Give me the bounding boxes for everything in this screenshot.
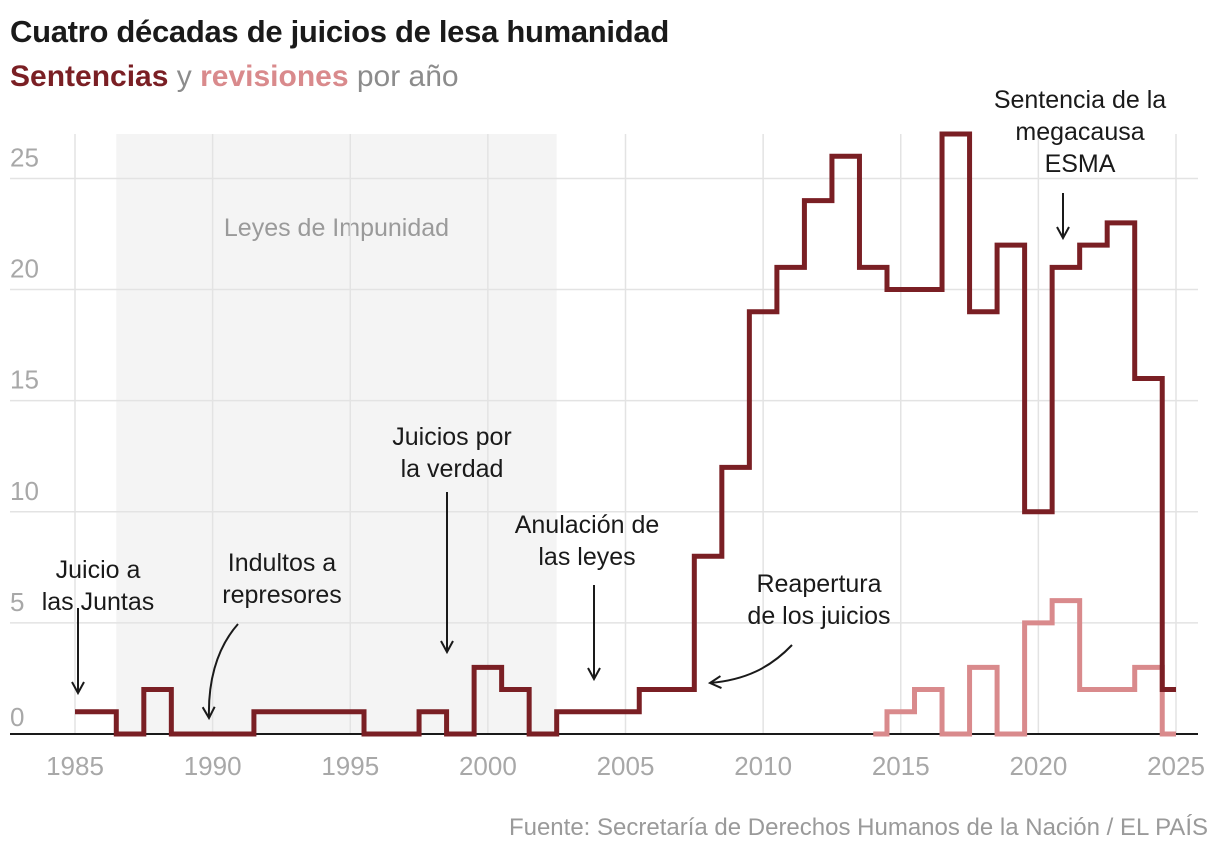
annotation-line: las Juntas [42, 588, 155, 616]
annotation-indultos: Indultos a represores [222, 549, 342, 609]
shaded-region-leyes-de-impunidad [116, 134, 557, 734]
annotation-line: Indultos a [228, 549, 337, 577]
annotation-juicios-por-la-verdad: Juicios por la verdad [392, 423, 512, 483]
annotation-juicio-a-las-juntas: Juicio a las Juntas [42, 556, 155, 616]
annotation-line: Sentencia de la [994, 86, 1166, 114]
subtitle-sentencias: Sentencias [10, 60, 169, 93]
annotation-anulacion-de-las-leyes: Anulación de las leyes [515, 511, 660, 571]
source-note: Fuente: Secretaría de Derechos Humanos d… [508, 814, 1208, 841]
annotation-megacausa-esma: Sentencia de la megacausa ESMA [994, 86, 1166, 178]
annotation-line: represores [222, 581, 342, 609]
annotation-line: la verdad [401, 455, 504, 483]
y-tick-label: 0 [10, 702, 24, 732]
annotation-line: ESMA [1045, 150, 1116, 178]
chart-subtitle: Sentencias y revisiones por año [10, 60, 459, 94]
x-tick-label: 2025 [1147, 751, 1205, 781]
annotation-line: megacausa [1015, 118, 1144, 146]
y-tick-label: 25 [10, 142, 39, 172]
subtitle-connector: y [168, 60, 201, 93]
series-line-revisiones [873, 598, 1176, 737]
annotation-line: Juicio a [56, 556, 141, 584]
series-line-sentencias [75, 131, 1176, 737]
x-tick-label: 1990 [184, 751, 242, 781]
y-tick-label: 20 [10, 254, 39, 284]
x-tick-label: 2005 [597, 751, 655, 781]
y-tick-label: 10 [10, 476, 39, 506]
annotation-line: Anulación de [515, 511, 660, 539]
x-tick-label: 2000 [459, 751, 517, 781]
annotation-line: Juicios por [392, 423, 512, 451]
subtitle-suffix: por año [348, 60, 459, 93]
y-tick-label: 5 [10, 587, 24, 617]
annotation-arrow [707, 644, 793, 689]
annotation-line: Reapertura [756, 570, 881, 598]
x-tick-label: 2020 [1009, 751, 1067, 781]
x-tick-label: 2010 [734, 751, 792, 781]
x-tick-label: 2015 [872, 751, 930, 781]
subtitle-revisiones: revisiones [200, 60, 349, 93]
annotation-reapertura: Reapertura de los juicios [747, 570, 890, 630]
y-tick-label: 15 [10, 365, 39, 395]
x-tick-label: 1985 [46, 751, 104, 781]
shaded-region-label: Leyes de Impunidad [224, 214, 449, 242]
x-tick-label: 1995 [321, 751, 379, 781]
annotation-line: de los juicios [747, 602, 890, 630]
annotation-line: las leyes [538, 543, 635, 571]
annotation-arrow [201, 623, 239, 721]
chart-title: Cuatro décadas de juicios de lesa humani… [10, 14, 669, 49]
